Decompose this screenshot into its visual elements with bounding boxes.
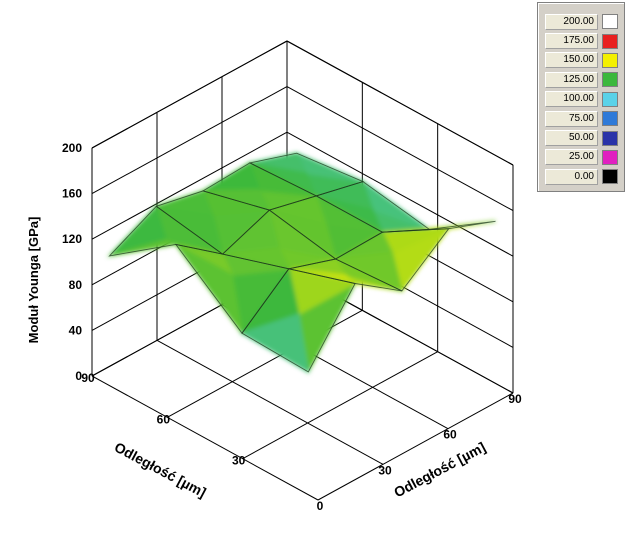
- z-gridline: [286, 86, 514, 212]
- floor-gridline: [242, 351, 438, 460]
- legend-row: 100.00: [545, 90, 624, 109]
- z-gridline: [91, 40, 288, 149]
- z-tick-label: 40: [69, 323, 83, 337]
- surface-mesh-cell: [241, 268, 356, 373]
- z-gridline: [91, 131, 288, 240]
- legend-swatch: [602, 149, 618, 165]
- surface-facet: [200, 161, 261, 192]
- legend-swatch: [602, 33, 618, 49]
- z-tick-label: 160: [62, 187, 82, 201]
- legend-value: 150.00: [545, 52, 598, 69]
- z-gridline: [286, 40, 514, 166]
- right-axis-tick-label: 0: [317, 499, 324, 513]
- color-legend: 200.00 175.00 150.00 125.00 100.00 75.00 50.00…: [537, 2, 625, 192]
- legend-row: 50.00: [545, 128, 624, 147]
- z-tick-label: 0: [75, 369, 82, 383]
- left-axis-tick-label: 90: [81, 371, 95, 385]
- right-axis-tick-label: 30: [378, 463, 392, 477]
- legend-row: 0.00: [545, 167, 624, 186]
- legend-value: 175.00: [545, 33, 598, 50]
- legend-row: 175.00: [545, 31, 624, 50]
- legend-swatch: [602, 111, 618, 127]
- legend-row: 125.00: [545, 70, 624, 89]
- legend-row: 200.00: [545, 12, 624, 31]
- legend-value: 50.00: [545, 130, 598, 147]
- legend-swatch: [602, 130, 618, 146]
- legend-value: 75.00: [545, 110, 598, 127]
- left-axis-title: Odległość [µm]: [112, 439, 209, 501]
- wall-edge: [91, 375, 319, 501]
- legend-swatch: [602, 72, 618, 88]
- legend-swatch: [602, 14, 618, 30]
- left-axis-tick-label: 30: [232, 454, 246, 468]
- legend-row: 25.00: [545, 148, 624, 167]
- z-tick-label: 200: [62, 141, 82, 155]
- legend-value: 200.00: [545, 13, 598, 30]
- z-tick-label: 120: [62, 232, 82, 246]
- legend-value: 0.00: [545, 168, 598, 185]
- z-tick-label: 80: [69, 278, 83, 292]
- z-gridline: [91, 86, 288, 195]
- legend-value: 25.00: [545, 149, 598, 166]
- legend-swatch: [602, 169, 618, 185]
- right-axis-tick-label: 90: [508, 392, 522, 406]
- wall-edge: [317, 392, 514, 501]
- floor-gridline: [156, 339, 384, 465]
- left-axis-tick-label: 60: [157, 412, 171, 426]
- right-axis-tick-label: 60: [443, 428, 457, 442]
- z-axis-title: Moduł Younga [GPa]: [26, 217, 41, 344]
- legend-swatch: [602, 52, 618, 68]
- right-axis-title: Odległość [µm]: [391, 439, 488, 501]
- legend-row: 150.00: [545, 51, 624, 70]
- z-gridline: [286, 131, 514, 257]
- legend-value: 100.00: [545, 91, 598, 108]
- legend-value: 125.00: [545, 71, 598, 88]
- surface: [107, 151, 496, 375]
- legend-swatch: [602, 91, 618, 107]
- legend-row: 75.00: [545, 109, 624, 128]
